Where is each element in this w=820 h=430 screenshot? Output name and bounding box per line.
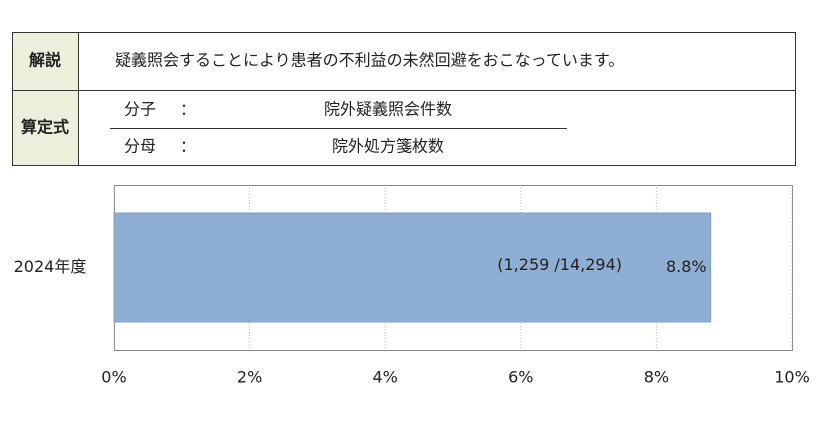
colon: ： [180,137,196,156]
explanation-label: 解説 [29,51,61,70]
numerator: 院外疑義照会件数 [324,100,452,119]
formula-label: 算定式 [21,118,69,137]
x-tick-label: 8% [644,368,669,387]
value-label: 8.8% [666,257,707,276]
x-tick-label: 0% [101,368,126,387]
colon: ： [180,100,196,119]
numerator-label: 分子 [124,100,156,119]
category-label: 2024年度 [14,257,87,276]
denominator-label: 分母 [124,137,156,156]
x-tick-label: 6% [508,368,533,387]
x-tick-label: 4% [373,368,398,387]
denominator: 院外処方箋枚数 [332,137,444,156]
table-border [12,32,796,166]
annotation: (1,259 /14,294) [497,255,622,274]
bar [113,212,712,323]
x-tick-label: 10% [774,368,810,387]
x-tick-label: 2% [237,368,262,387]
explanation: 疑義照会することにより患者の不利益の未然回避をおこなっています。 [115,51,624,70]
chart: 0% 2% 4% 6% 8% 10% 2024年度 8.8% (1,259 /14,294) [14,185,810,387]
label-column [12,32,79,166]
